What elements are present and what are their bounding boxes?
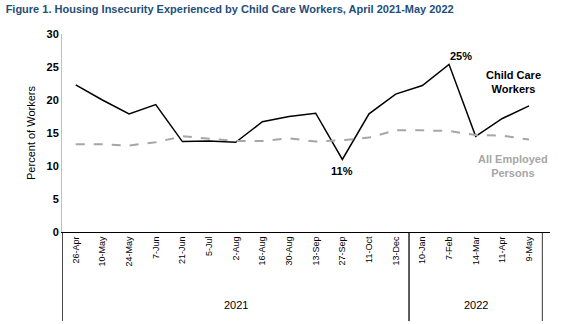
svg-text:Percent of Workers: Percent of Workers: [25, 86, 37, 180]
svg-text:16-Aug: 16-Aug: [257, 237, 267, 266]
svg-text:30-Aug: 30-Aug: [284, 237, 294, 266]
svg-text:7-Feb: 7-Feb: [444, 237, 454, 261]
svg-text:5: 5: [53, 193, 59, 205]
svg-text:13-Sep: 13-Sep: [311, 237, 321, 266]
svg-text:9-May: 9-May: [524, 236, 534, 262]
svg-text:27-Sep: 27-Sep: [337, 237, 347, 266]
svg-text:2-Aug: 2-Aug: [231, 237, 241, 261]
svg-text:11%: 11%: [331, 165, 353, 177]
svg-text:30: 30: [47, 28, 59, 40]
svg-text:21-Jun: 21-Jun: [177, 237, 187, 265]
svg-text:25%: 25%: [450, 50, 472, 62]
svg-text:25: 25: [47, 61, 59, 73]
svg-text:5-Jul: 5-Jul: [204, 237, 214, 257]
svg-text:Figure 1. Housing Insecurity E: Figure 1. Housing Insecurity Experienced…: [6, 3, 454, 15]
svg-text:11-Apr: 11-Apr: [497, 237, 507, 263]
svg-text:15: 15: [47, 127, 59, 139]
svg-text:13-Dec: 13-Dec: [391, 236, 401, 266]
svg-text:24-May: 24-May: [124, 236, 134, 267]
svg-text:2022: 2022: [464, 299, 488, 311]
svg-text:10: 10: [47, 160, 59, 172]
svg-text:10-May: 10-May: [97, 236, 107, 267]
svg-text:2021: 2021: [224, 299, 248, 311]
svg-text:10-Jan: 10-Jan: [417, 237, 427, 265]
svg-text:Child CareWorkers: Child CareWorkers: [486, 69, 541, 95]
svg-text:All EmployedPersons: All EmployedPersons: [478, 153, 548, 179]
svg-text:11-Oct: 11-Oct: [364, 236, 374, 263]
svg-text:7-Jun: 7-Jun: [151, 237, 161, 260]
svg-text:20: 20: [47, 94, 59, 106]
svg-text:14-Mar: 14-Mar: [471, 237, 481, 266]
svg-text:0: 0: [53, 226, 59, 238]
svg-text:26-Apr: 26-Apr: [71, 237, 81, 264]
